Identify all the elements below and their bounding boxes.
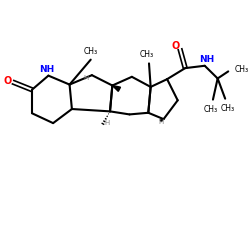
Text: NH: NH <box>199 56 214 64</box>
Text: CH₃: CH₃ <box>221 104 235 113</box>
Text: CH₃: CH₃ <box>140 50 154 59</box>
Text: CH₃: CH₃ <box>204 105 218 114</box>
Text: CH₃: CH₃ <box>83 47 97 56</box>
Text: H: H <box>104 120 110 126</box>
Text: CH₃: CH₃ <box>235 65 249 74</box>
Text: H: H <box>158 119 164 125</box>
Polygon shape <box>112 86 120 91</box>
Text: O: O <box>171 41 179 51</box>
Text: O: O <box>4 76 12 86</box>
Text: H: H <box>84 74 89 80</box>
Text: NH: NH <box>39 65 54 74</box>
